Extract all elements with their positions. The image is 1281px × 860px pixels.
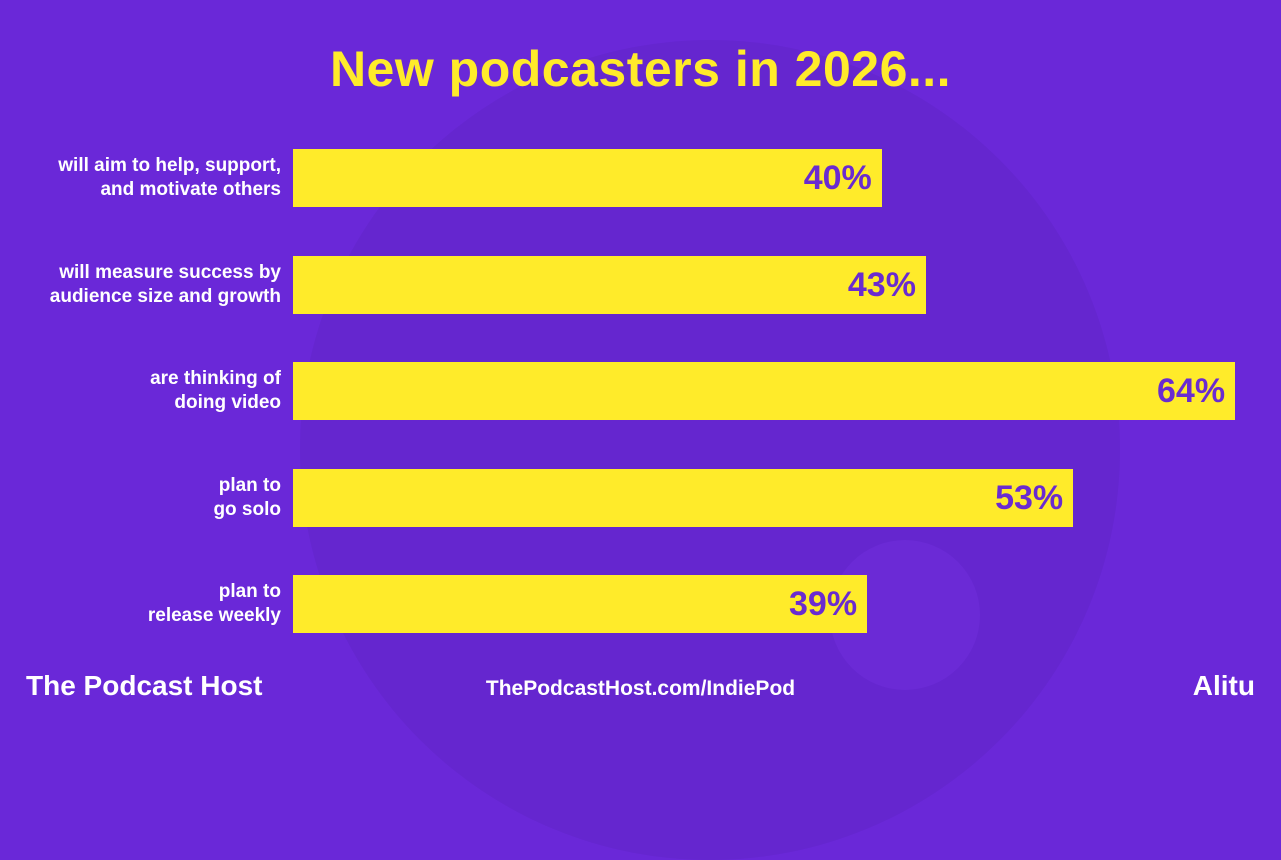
value-label: 39% <box>789 585 858 623</box>
bar: 40% <box>293 149 882 207</box>
category-label: will measure success by audience size and… <box>0 261 281 309</box>
category-label-line: plan to <box>218 581 281 602</box>
chart-title: New podcasters in 2026... <box>329 41 952 97</box>
bar: 64% <box>293 362 1236 420</box>
category-label-line: will measure success by <box>59 261 281 283</box>
brand-logo: The Podcast Host <box>26 670 263 701</box>
category-label-line: go solo <box>213 498 281 520</box>
value-label: 53% <box>995 478 1064 517</box>
partner-logo: Alitu <box>1192 670 1255 701</box>
category-label-line: are thinking of <box>150 368 281 389</box>
category-label-line: audience size and growth <box>49 285 281 307</box>
category-label-line: doing video <box>174 392 281 413</box>
category-label-line: plan to <box>218 474 281 496</box>
bar: 53% <box>293 468 1074 527</box>
bar: 43% <box>293 255 926 314</box>
value-label: 40% <box>803 159 872 197</box>
category-label: plan to go solo <box>0 474 281 522</box>
value-label: 64% <box>1157 372 1226 410</box>
footer-url: ThePodcastHost.com/IndiePod <box>485 677 796 700</box>
value-label: 43% <box>847 265 916 304</box>
category-label-line: release weekly <box>147 605 281 626</box>
category-label: will aim to help, support, and motivate o… <box>0 154 281 202</box>
category-label-line: will aim to help, support, <box>58 155 281 176</box>
bar: 39% <box>293 575 868 633</box>
bar-chart: will aim to help, support, and motivate o… <box>0 149 1236 633</box>
category-label: are thinking of doing video <box>0 367 281 415</box>
category-label: plan to release weekly <box>0 580 281 628</box>
category-label-line: and motivate others <box>100 179 281 200</box>
